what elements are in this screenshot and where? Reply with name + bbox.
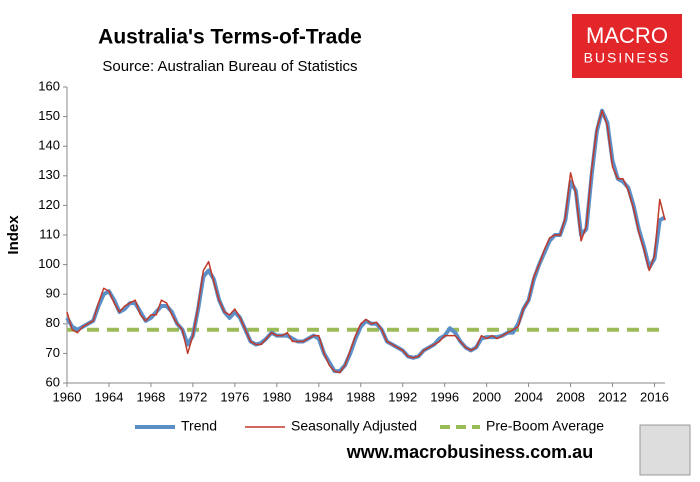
- x-tick-label: 1988: [346, 389, 375, 404]
- website: www.macrobusiness.com.au: [346, 442, 593, 462]
- y-tick-label: 90: [46, 286, 60, 301]
- y-tick-label: 80: [46, 315, 60, 330]
- x-tick-label: 1964: [95, 389, 124, 404]
- y-tick-label: 60: [46, 374, 60, 389]
- x-tick-label: 2000: [472, 389, 501, 404]
- x-tick-label: 1984: [304, 389, 333, 404]
- y-tick-label: 140: [38, 138, 60, 153]
- x-tick-label: 1968: [136, 389, 165, 404]
- x-tick-label: 1992: [388, 389, 417, 404]
- x-tick-label: 1976: [220, 389, 249, 404]
- y-tick-label: 130: [38, 167, 60, 182]
- logo-line2: BUSINESS: [584, 50, 671, 66]
- y-tick-label: 100: [38, 256, 60, 271]
- x-tick-label: 1980: [262, 389, 291, 404]
- legend-label: Pre-Boom Average: [486, 418, 604, 434]
- y-tick-label: 70: [46, 345, 60, 360]
- x-tick-label: 2004: [514, 389, 543, 404]
- line-series: [65, 108, 666, 374]
- logo-line1: MACRO: [586, 23, 668, 48]
- x-tick-label: 1960: [53, 389, 82, 404]
- y-tick-label: 150: [38, 108, 60, 123]
- y-tick-label: 160: [38, 78, 60, 93]
- x-tick-label: 1996: [430, 389, 459, 404]
- x-tick-label: 1972: [178, 389, 207, 404]
- x-tick-label: 2016: [640, 389, 669, 404]
- line-series: [66, 109, 666, 374]
- x-tick-label: 2008: [556, 389, 585, 404]
- wolf-icon: [639, 424, 691, 476]
- y-axis-label: Index: [5, 215, 22, 255]
- legend-label: Seasonally Adjusted: [291, 418, 417, 434]
- y-tick-label: 120: [38, 197, 60, 212]
- x-tick-label: 2012: [598, 389, 627, 404]
- logo-box: [572, 14, 682, 78]
- legend-label: Trend: [181, 418, 217, 434]
- chart-subtitle: Source: Australian Bureau of Statistics: [102, 58, 357, 75]
- y-tick-label: 110: [39, 226, 60, 241]
- chart-title: Australia's Terms-of-Trade: [98, 26, 362, 49]
